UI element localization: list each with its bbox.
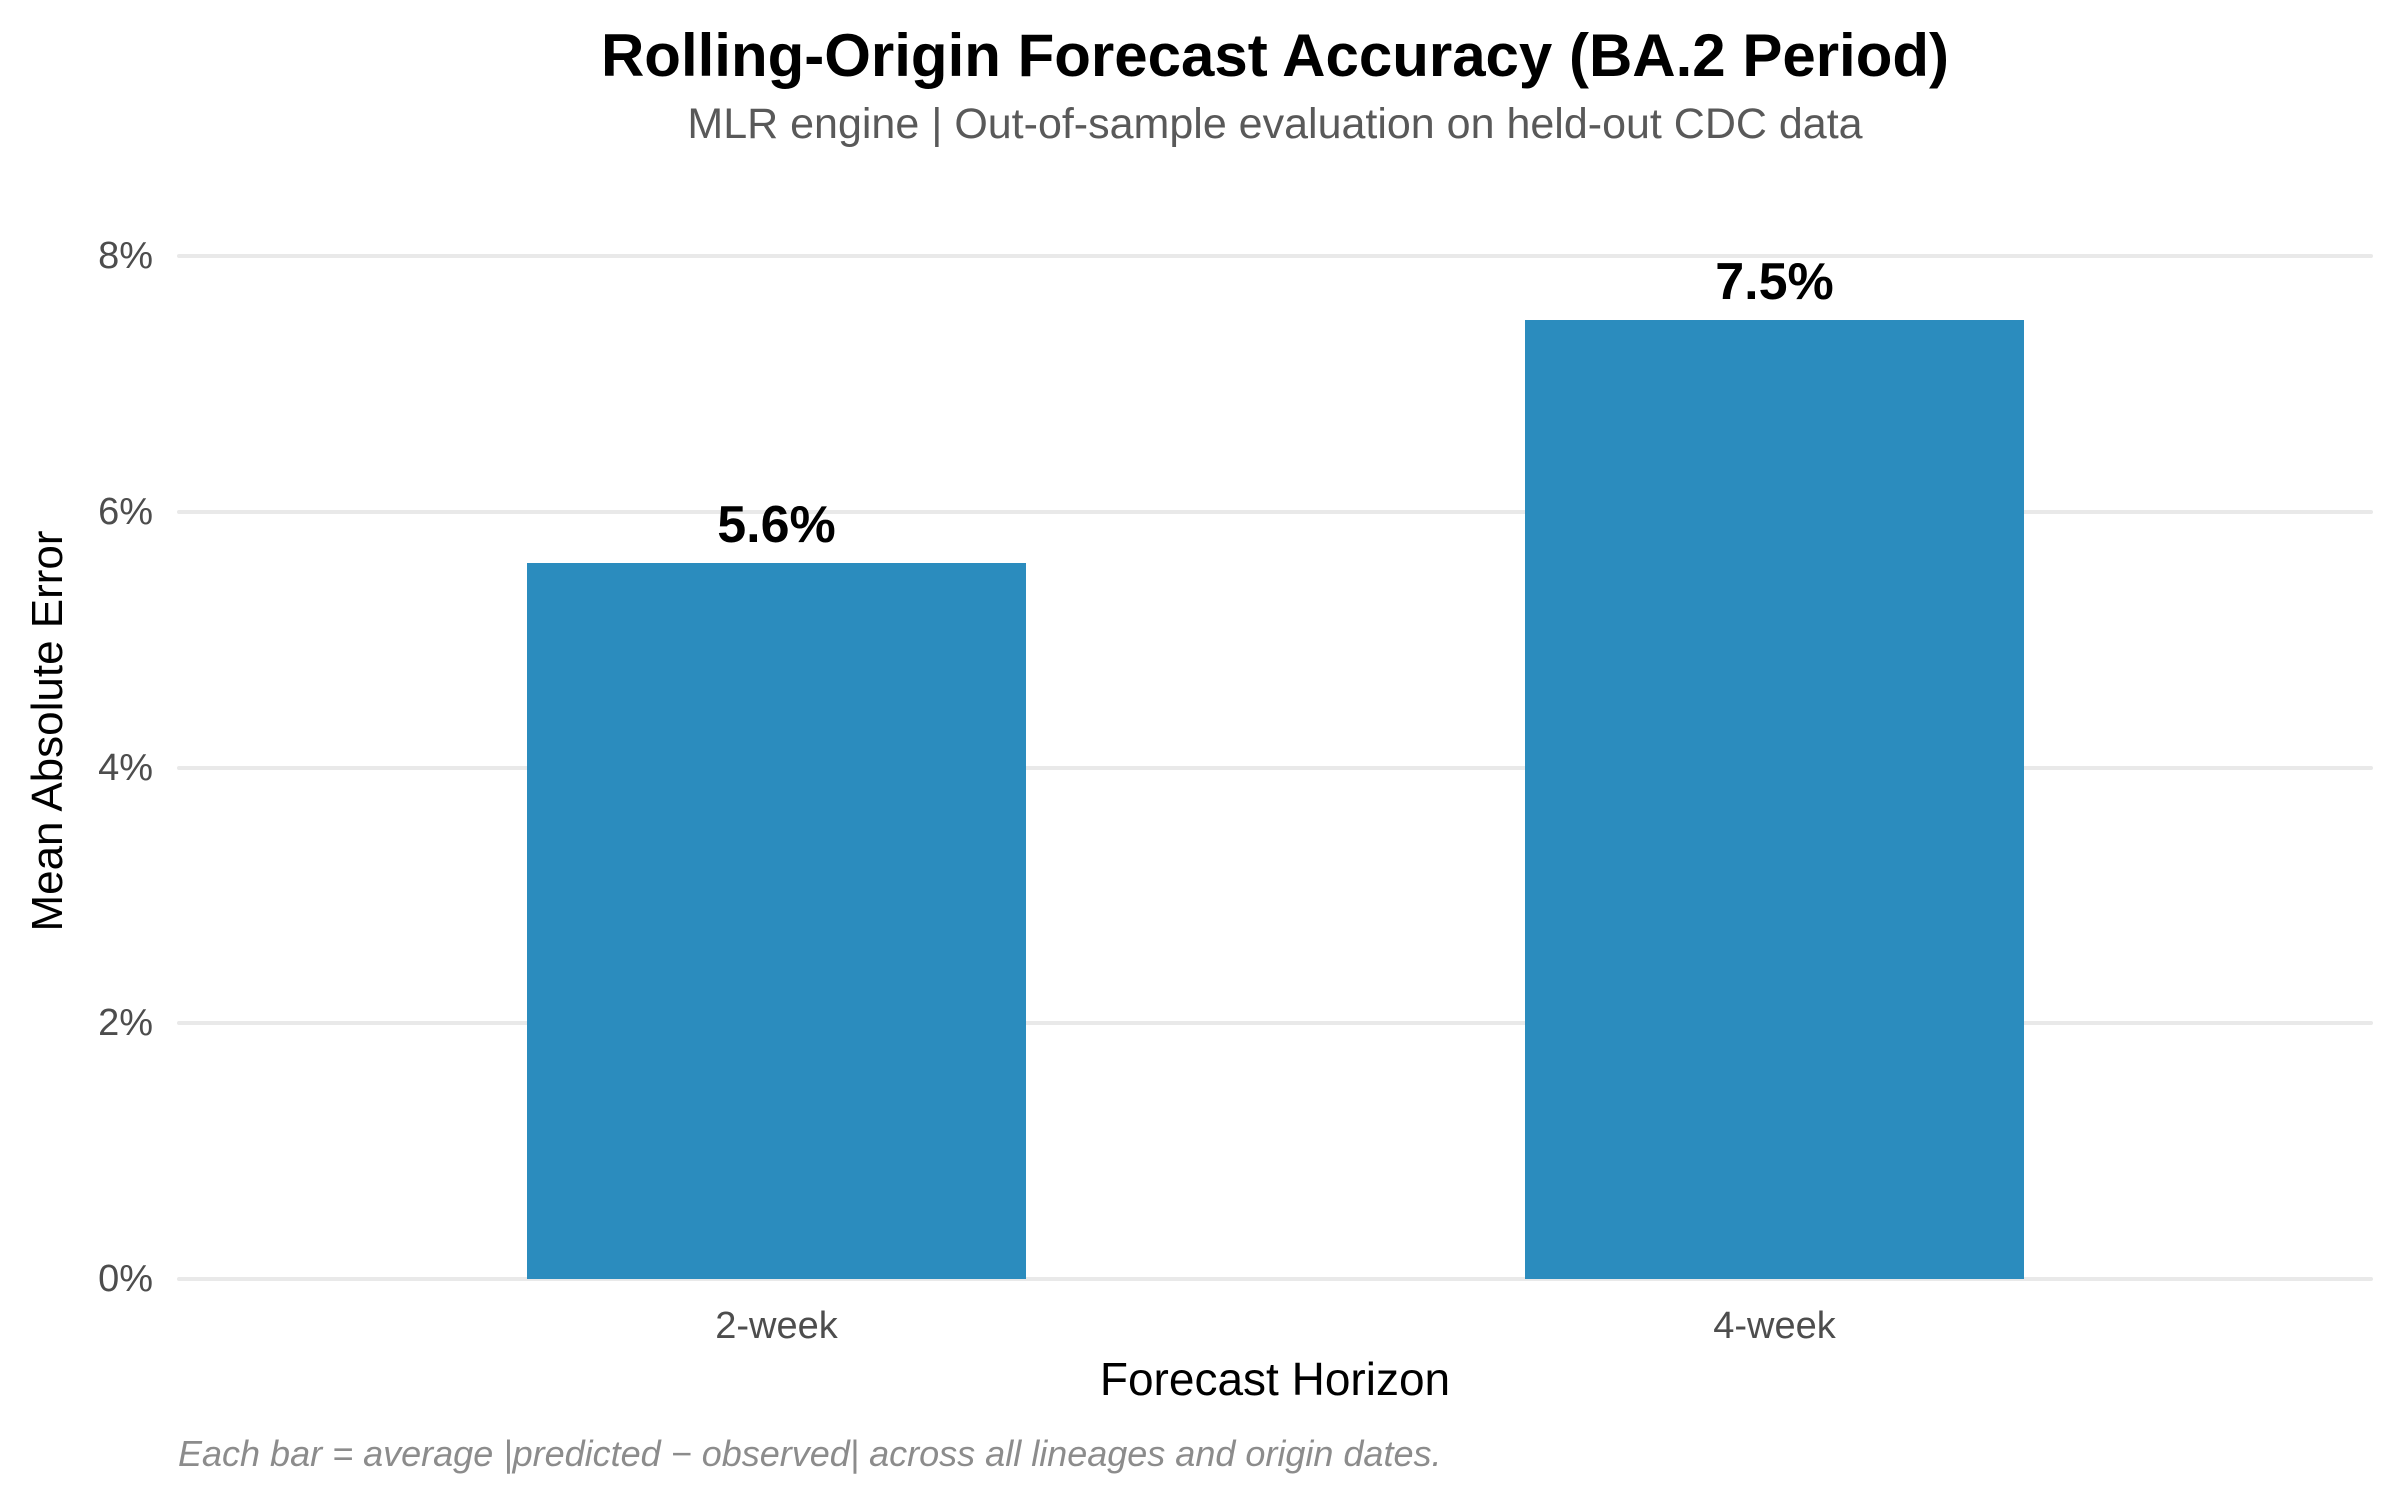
chart-title: Rolling-Origin Forecast Accuracy (BA.2 P… [600, 22, 1950, 89]
x-tick-label-2-week: 2-week [715, 1305, 838, 1347]
gridline-6% [177, 509, 2373, 514]
y-tick-label-8%: 8% [98, 235, 153, 277]
x-axis-label: Forecast Horizon [1099, 1353, 1451, 1405]
chart-footnote: Each bar = average |predicted − observed… [178, 1433, 1442, 1474]
bar-value-label-4-week: 7.5% [1715, 252, 1834, 311]
gridline-4% [177, 765, 2373, 770]
y-axis-label: Mean Absolute Error [23, 530, 72, 932]
gridline-8% [177, 254, 2373, 258]
bar-2-week [527, 562, 1026, 1279]
gridline-2% [177, 1021, 2373, 1026]
y-tick-label-4%: 4% [98, 746, 153, 789]
chart-subtitle: MLR engine | Out-of-sample evaluation on… [687, 100, 1863, 148]
bar-4-week [1525, 319, 2024, 1279]
x-tick-label-4-week: 4-week [1713, 1305, 1836, 1347]
bar-value-label-2-week: 5.6% [717, 495, 836, 554]
y-tick-label-6%: 6% [98, 490, 153, 533]
y-tick-label-2%: 2% [98, 1002, 153, 1045]
gridline-0% [177, 1277, 2373, 1281]
y-tick-label-0%: 0% [98, 1258, 153, 1300]
plot-area [177, 254, 2373, 1281]
